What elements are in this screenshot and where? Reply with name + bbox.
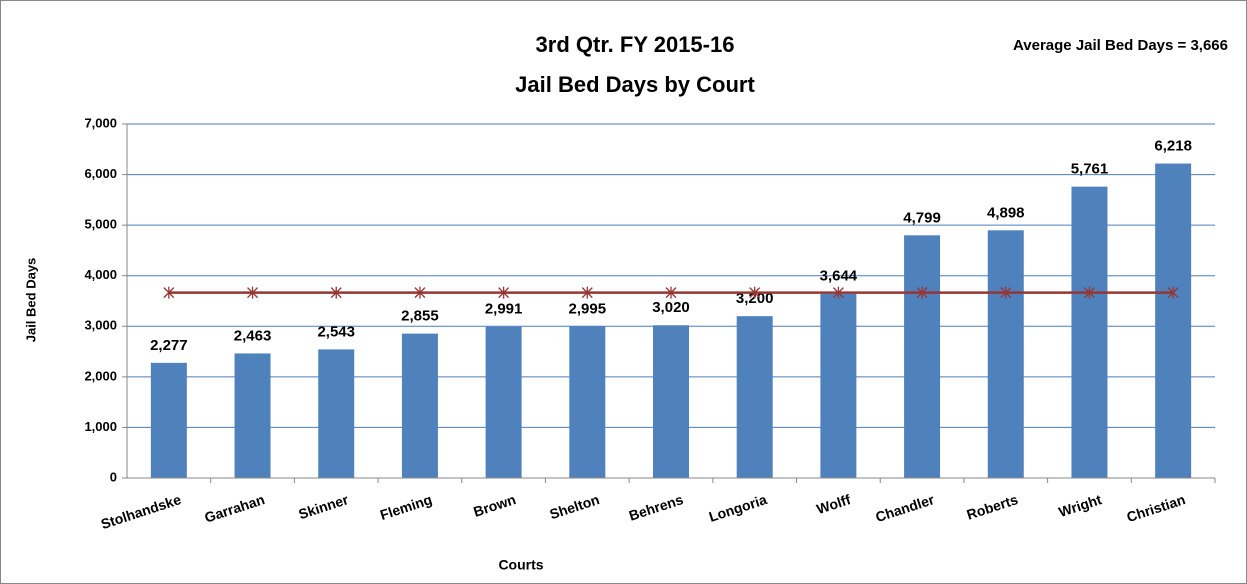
y-axis-label: Jail Bed Days — [23, 258, 38, 343]
data-label: 3,020 — [652, 299, 690, 316]
average-marker — [1167, 286, 1179, 299]
bar — [820, 293, 857, 478]
bar — [736, 316, 773, 478]
data-label: 2,855 — [401, 308, 439, 325]
x-axis-label: Courts — [498, 557, 543, 573]
bar — [150, 362, 187, 478]
data-label: 2,543 — [317, 323, 355, 340]
data-label: 2,991 — [485, 301, 523, 318]
average-marker — [1084, 286, 1095, 299]
average-marker — [247, 286, 258, 299]
average-marker — [665, 286, 677, 299]
bar — [234, 353, 271, 478]
chart-title: 3rd Qtr. FY 2015-16 — [536, 32, 735, 57]
bar — [1071, 186, 1108, 478]
y-tick-label: 6,000 — [84, 166, 117, 181]
bar — [1155, 163, 1192, 478]
y-tick-label: 1,000 — [84, 419, 117, 434]
average-marker — [581, 286, 593, 299]
y-tick-label: 0 — [110, 469, 117, 484]
data-label: 2,995 — [569, 301, 607, 318]
average-marker — [749, 286, 761, 299]
data-label: 2,277 — [150, 337, 188, 354]
bar — [318, 349, 355, 478]
y-tick-label: 4,000 — [84, 267, 117, 282]
data-label: 5,761 — [1071, 161, 1109, 178]
average-marker — [414, 286, 426, 299]
data-label: 2,463 — [234, 327, 272, 344]
annotation: Average Jail Bed Days = 3,666 — [1013, 37, 1228, 54]
average-marker — [832, 286, 844, 299]
y-tick-label: 3,000 — [84, 318, 117, 333]
data-label: 6,218 — [1154, 138, 1192, 155]
bar — [485, 326, 522, 478]
y-tick-label: 7,000 — [84, 115, 117, 130]
bar — [653, 325, 689, 478]
bar — [904, 235, 941, 478]
data-label: 4,799 — [903, 209, 941, 226]
data-label: 3,200 — [736, 290, 774, 307]
average-marker — [498, 286, 510, 299]
average-marker — [1000, 286, 1012, 299]
y-tick-label: 5,000 — [84, 217, 117, 232]
bar — [569, 326, 606, 478]
y-tick-label: 2,000 — [84, 368, 117, 383]
average-marker — [163, 286, 175, 299]
data-label: 3,644 — [820, 268, 858, 285]
average-marker — [330, 286, 342, 299]
bar — [401, 333, 438, 478]
bar — [987, 230, 1024, 478]
average-marker — [916, 286, 928, 299]
chart-subtitle: Jail Bed Days by Court — [515, 72, 755, 97]
data-label: 4,898 — [987, 204, 1025, 221]
